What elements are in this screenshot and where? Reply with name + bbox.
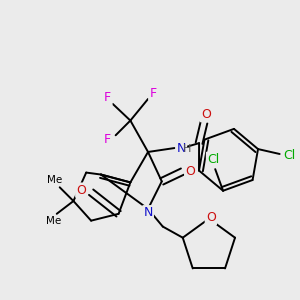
Text: N: N: [176, 142, 186, 154]
Text: Me: Me: [47, 176, 62, 185]
Text: N: N: [143, 206, 153, 219]
Text: Me: Me: [46, 216, 62, 226]
Text: F: F: [104, 133, 111, 146]
Text: Cl: Cl: [207, 153, 219, 166]
Text: Cl: Cl: [283, 149, 296, 162]
Text: F: F: [104, 92, 111, 104]
Text: O: O: [185, 165, 195, 178]
Text: O: O: [76, 184, 86, 197]
Text: F: F: [149, 87, 157, 100]
Text: O: O: [206, 211, 216, 224]
Text: H: H: [183, 144, 191, 154]
Text: O: O: [201, 108, 211, 121]
